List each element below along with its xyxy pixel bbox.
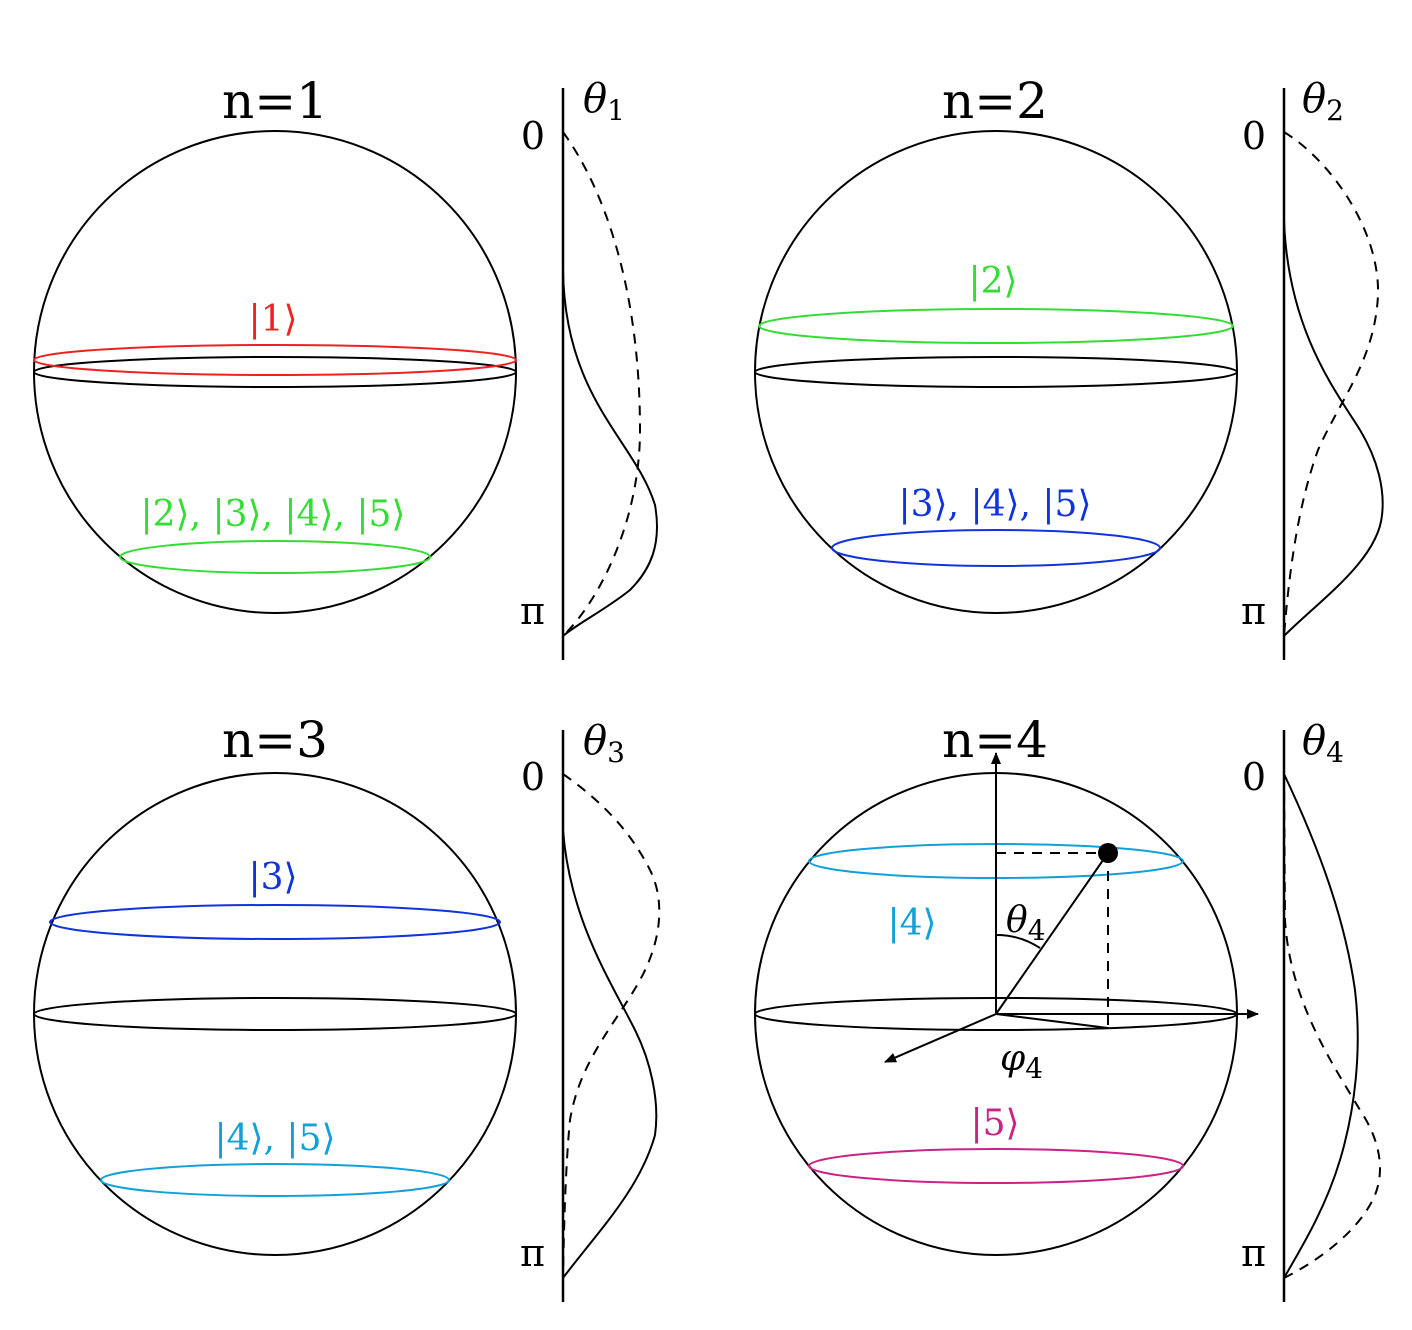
tick-label-zero: 0	[1242, 114, 1266, 158]
tick-label-pi: π	[1241, 589, 1266, 633]
panel-n2: n=2 |2⟩ |3⟩, |4⟩, |5⟩ θ2 0 π	[754, 72, 1384, 660]
tick-label-zero: 0	[521, 755, 545, 799]
state-vector	[995, 852, 1109, 1015]
state-ring-lower-label: |5⟩	[970, 1103, 1019, 1144]
azimuth-projection	[995, 1013, 1109, 1029]
state-ring-lower-label: |2⟩, |3⟩, |4⟩, |5⟩	[141, 494, 406, 535]
theta-axis-label: θ2	[1302, 76, 1344, 127]
state-ring-upper-label: |2⟩	[968, 261, 1017, 302]
probability-curve-dashed	[1283, 773, 1381, 1279]
theta-axis-label: θ4	[1302, 718, 1344, 769]
equator-ring	[33, 997, 517, 1031]
panel-title: n=4	[942, 711, 1048, 769]
tick-label-zero: 0	[1242, 755, 1266, 799]
tick-label-pi: π	[520, 1231, 545, 1275]
sphere-outline	[754, 130, 1238, 614]
state-ring-lower-label: |3⟩, |4⟩, |5⟩	[898, 484, 1091, 525]
equator-ring	[33, 356, 517, 388]
probability-curve-solid	[1283, 773, 1359, 1279]
state-ring-upper-label: |3⟩	[248, 857, 297, 898]
panel-title: n=3	[222, 711, 328, 769]
probability-curve-solid	[562, 774, 658, 1279]
polar-angle-label: θ4	[1006, 900, 1046, 947]
probability-curve-dashed	[1283, 131, 1380, 637]
probability-curve-dashed	[562, 131, 642, 637]
theta-axis-label: θ3	[583, 718, 625, 769]
state-ring-upper	[49, 904, 501, 940]
probability-curve-solid	[562, 132, 659, 637]
tick-label-pi: π	[1241, 1231, 1266, 1275]
panel-n3: n=3 |3⟩ |4⟩, |5⟩ θ3 0 π	[33, 711, 661, 1302]
probability-curve-dashed	[562, 773, 661, 1279]
polar-angle-arc	[995, 933, 1041, 949]
state-ring-upper	[33, 344, 517, 376]
state-ring-lower-label: |4⟩, |5⟩	[214, 1118, 335, 1159]
state-ring-lower	[808, 1148, 1184, 1184]
theta-axis-label: θ1	[583, 76, 625, 127]
state-ring-upper-label: |4⟩	[887, 903, 936, 944]
probability-curve-solid	[1283, 132, 1384, 637]
sphere-outline	[33, 772, 517, 1256]
state-ring-lower	[100, 1163, 450, 1197]
x-axis-arrow	[884, 1013, 997, 1063]
azimuth-angle-label: φ4	[1000, 1038, 1043, 1085]
tick-label-pi: π	[520, 589, 545, 633]
panel-title: n=2	[942, 72, 1048, 130]
tick-label-zero: 0	[521, 114, 545, 158]
state-ring-upper	[758, 308, 1234, 344]
equator-ring	[754, 356, 1238, 388]
panel-title: n=1	[222, 72, 328, 130]
state-ring-upper-label: |1⟩	[248, 299, 297, 340]
panel-n4: |4⟩ |5⟩ θ4 φ4 n=4 θ4 0 π	[754, 711, 1381, 1302]
panel-n1: n=1 |1⟩ |2⟩, |3⟩, |4⟩, |5⟩ θ1 0 π	[33, 72, 659, 660]
state-ring-lower	[119, 540, 431, 574]
state-ring-lower	[831, 529, 1161, 567]
